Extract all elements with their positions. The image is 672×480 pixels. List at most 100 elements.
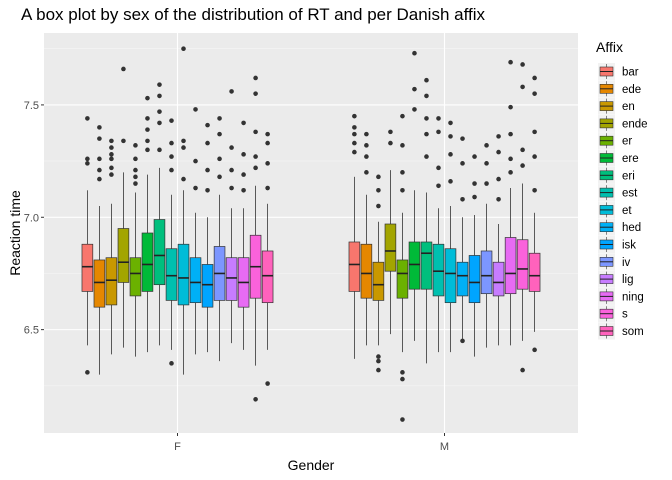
outlier-point — [181, 176, 186, 182]
outlier-point — [424, 154, 429, 159]
legend-item-som: som — [598, 322, 644, 340]
outlier-point — [229, 167, 234, 173]
outlier-point — [496, 149, 501, 155]
legend-item-hed: hed — [598, 218, 641, 236]
outlier-point — [496, 134, 501, 139]
outlier-point — [388, 129, 393, 135]
outlier-point — [109, 152, 114, 157]
outlier-point — [169, 154, 174, 159]
legend-item-s: s — [598, 305, 628, 323]
outlier-point — [265, 140, 270, 146]
box-ning-M — [504, 59, 517, 346]
outlier-point — [205, 140, 210, 146]
box-iqr — [432, 243, 445, 297]
outlier-point — [241, 172, 246, 177]
outlier-point — [448, 134, 453, 139]
box-lig-M — [492, 134, 505, 346]
outlier-point — [85, 161, 90, 166]
outlier-point — [352, 149, 357, 155]
outlier-point — [400, 370, 405, 375]
outlier-point — [181, 145, 186, 150]
outlier-point — [400, 376, 405, 382]
legend-label: ede — [622, 84, 641, 96]
legend: Affix bar ede en ende er ere eri est et hed isk iv l… — [596, 39, 648, 340]
outlier-point — [169, 140, 174, 146]
outlier-point — [97, 136, 102, 141]
outlier-point — [520, 147, 525, 153]
outlier-point — [241, 152, 246, 157]
outlier-point — [265, 161, 270, 166]
outlier-point — [508, 131, 513, 137]
outlier-point — [484, 181, 489, 186]
outlier-point — [412, 107, 417, 112]
outlier-point — [97, 176, 102, 182]
outlier-point — [205, 188, 210, 193]
outlier-point — [97, 167, 102, 173]
outlier-point — [253, 154, 258, 159]
box-et-F — [177, 46, 190, 375]
legend-label: en — [622, 101, 635, 113]
outlier-point — [85, 116, 90, 121]
outlier-point — [229, 185, 234, 191]
y-tick-label: 7.5 — [24, 100, 39, 112]
box-iqr — [177, 243, 190, 306]
outlier-point — [133, 181, 138, 186]
outlier-point — [241, 188, 246, 193]
plot-panel — [44, 33, 578, 433]
box-s-F — [249, 75, 262, 402]
outlier-point — [85, 370, 90, 375]
outlier-point — [145, 95, 150, 101]
outlier-point — [145, 138, 150, 144]
box-ende-F — [117, 66, 130, 348]
outlier-point — [388, 140, 393, 146]
outlier-point — [436, 183, 441, 189]
box-iqr — [348, 241, 361, 292]
outlier-point — [157, 109, 162, 114]
outlier-point — [181, 138, 186, 144]
legend-label: eri — [622, 170, 635, 182]
outlier-point — [109, 156, 114, 162]
outlier-point — [400, 113, 405, 119]
box-iqr — [480, 250, 493, 295]
legend-item-ede: ede — [598, 80, 641, 98]
box-hed-F — [189, 107, 202, 355]
outlier-point — [229, 89, 234, 94]
box-er-F — [129, 143, 142, 357]
legend-item-er: er — [598, 132, 632, 150]
outlier-point — [217, 131, 222, 137]
outlier-point — [532, 188, 537, 193]
outlier-point — [205, 122, 210, 128]
outlier-point — [436, 129, 441, 135]
box-iqr — [420, 241, 433, 290]
outlier-point — [193, 107, 198, 112]
outlier-point — [109, 138, 114, 144]
outlier-point — [133, 167, 138, 173]
box-et-M — [444, 120, 457, 353]
legend-title: Affix — [596, 39, 623, 55]
outlier-point — [532, 347, 537, 353]
outlier-point — [157, 82, 162, 87]
box-isk-F — [201, 122, 214, 353]
legend-label: lig — [622, 274, 634, 286]
outlier-point — [157, 93, 162, 99]
legend-item-est: est — [598, 184, 638, 202]
outlier-point — [109, 165, 114, 171]
outlier-point — [352, 113, 357, 119]
outlier-point — [520, 84, 525, 90]
outlier-point — [97, 156, 102, 162]
outlier-point — [265, 381, 270, 386]
legend-label: isk — [622, 240, 636, 252]
box-est-F — [165, 118, 178, 366]
outlier-point — [253, 91, 258, 96]
outlier-point — [157, 147, 162, 153]
y-tick-label: 6.5 — [24, 325, 39, 337]
outlier-point — [169, 167, 174, 173]
box-iqr — [225, 257, 238, 301]
box-s-M — [516, 62, 529, 373]
outlier-point — [460, 136, 465, 141]
outlier-point — [253, 396, 258, 402]
outlier-point — [472, 181, 477, 186]
outlier-point — [145, 127, 150, 132]
